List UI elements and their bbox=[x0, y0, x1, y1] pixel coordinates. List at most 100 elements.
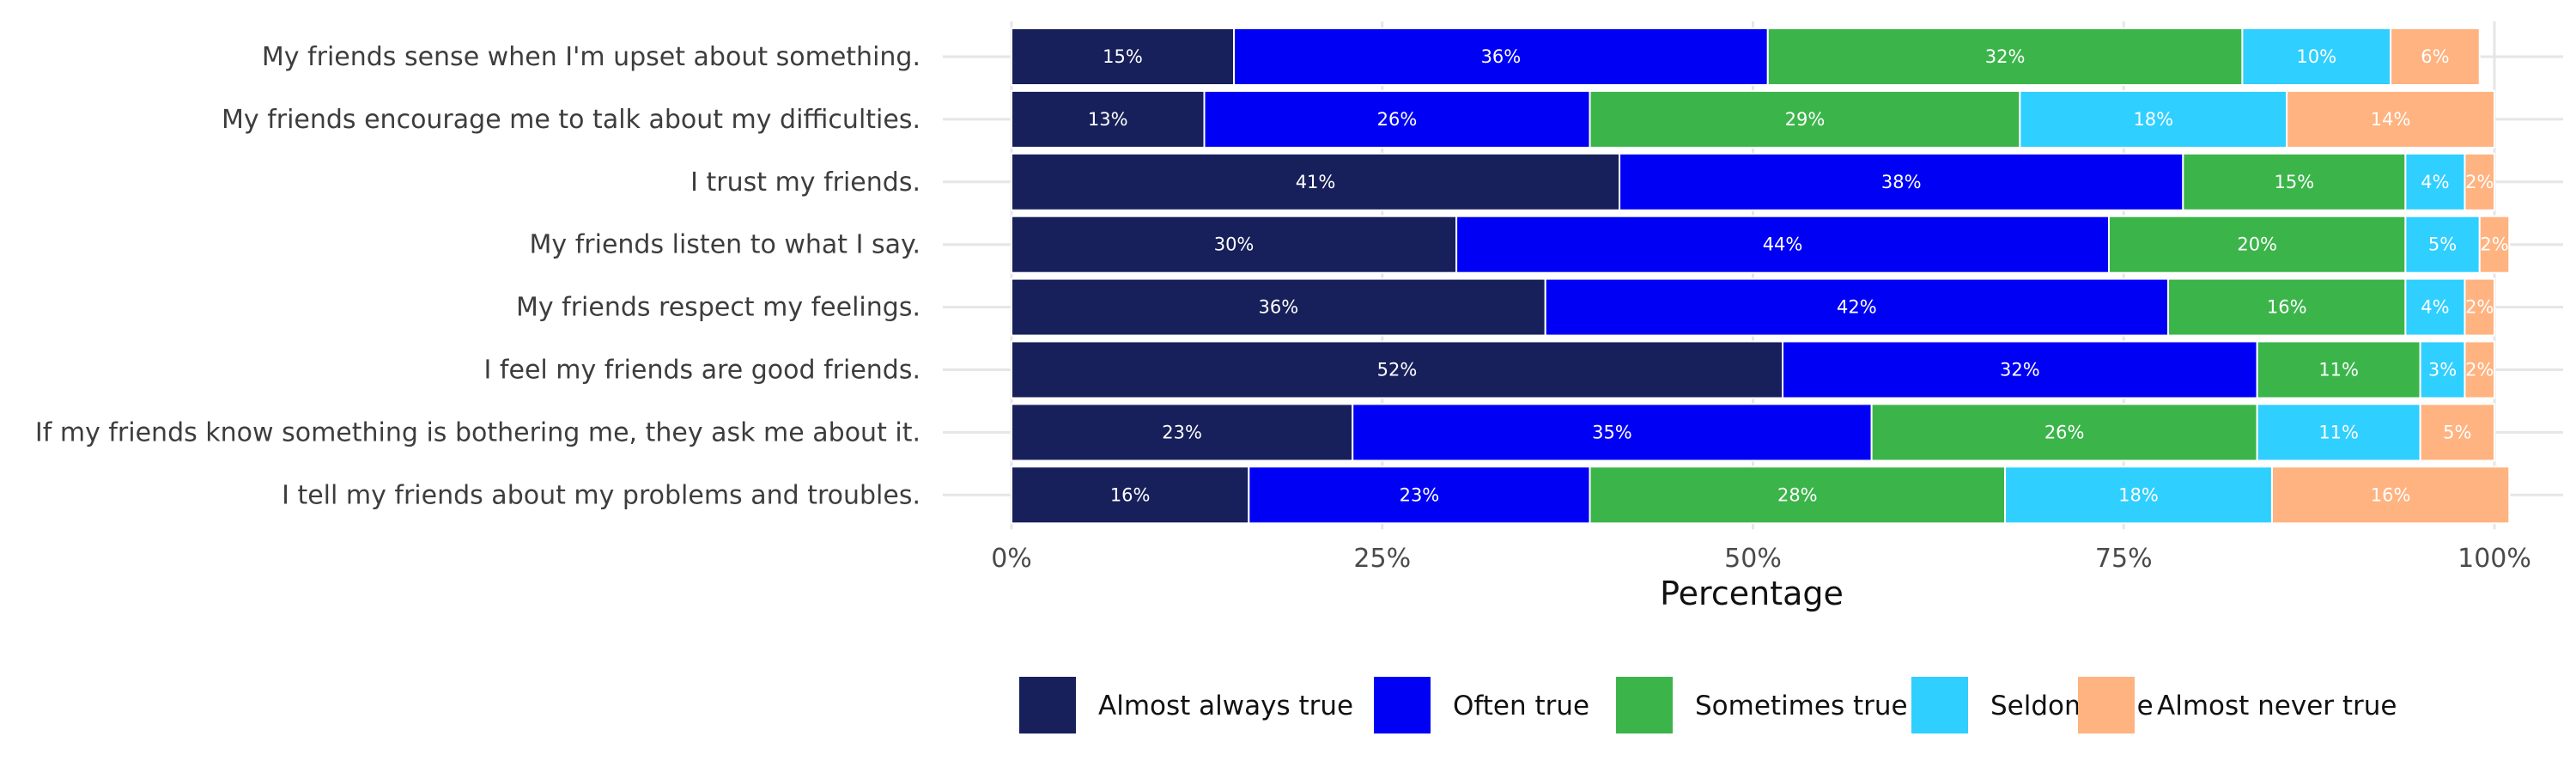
bar-value-label: 29% bbox=[1785, 109, 1826, 130]
bar-value-label: 14% bbox=[2371, 109, 2411, 130]
bar-value-label: 42% bbox=[1837, 297, 1877, 318]
bar-value-label: 26% bbox=[1377, 109, 1418, 130]
bar-segment bbox=[2464, 152, 2495, 211]
x-axis-title: Percentage bbox=[1660, 575, 1844, 612]
bar-segment bbox=[2182, 152, 2407, 211]
bar-segment bbox=[1011, 152, 1621, 211]
bar-value-label: 5% bbox=[2443, 422, 2471, 442]
bar-segment bbox=[1203, 89, 1591, 149]
bar-value-label: 4% bbox=[2421, 172, 2449, 192]
bar-value-label: 18% bbox=[2133, 109, 2173, 130]
bar-segment bbox=[2404, 277, 2466, 337]
bar-value-label: 15% bbox=[2275, 172, 2315, 192]
bar-segment bbox=[1870, 403, 2258, 462]
bar-value-label: 23% bbox=[1162, 422, 1202, 442]
bar-value-label: 16% bbox=[2371, 484, 2411, 505]
x-axis-ticks: 0% 25% 50% 75% 100% bbox=[991, 544, 2531, 574]
x-tick-label: 50% bbox=[1724, 544, 1782, 574]
bar-segment bbox=[1011, 215, 1458, 274]
legend-swatch bbox=[1616, 677, 1673, 733]
legend-swatch bbox=[1911, 677, 1968, 733]
bar-value-label: 18% bbox=[2118, 484, 2159, 505]
x-tick-label: 100% bbox=[2458, 544, 2531, 574]
bar-value-label: 32% bbox=[1985, 46, 2026, 67]
category-label: If my friends know something is botherin… bbox=[35, 417, 920, 447]
x-tick-label: 25% bbox=[1353, 544, 1411, 574]
category-label: My friends sense when I'm upset about so… bbox=[262, 42, 920, 72]
bar-value-label: 38% bbox=[1881, 172, 1922, 192]
bar-value-label: 6% bbox=[2421, 46, 2449, 67]
category-label: My friends respect my feelings. bbox=[516, 293, 920, 323]
bar-value-label: 30% bbox=[1214, 234, 1255, 255]
bar-value-label: 41% bbox=[1296, 172, 1336, 192]
bar-value-label: 5% bbox=[2428, 234, 2457, 255]
bar-segment bbox=[1011, 403, 1354, 462]
bar-segment bbox=[2464, 340, 2495, 399]
bar-segment bbox=[2404, 215, 2481, 274]
bar-segment bbox=[1589, 466, 2007, 525]
legend: Almost always true Often true Sometimes tr… bbox=[1019, 677, 2397, 733]
bar-value-label: 16% bbox=[1110, 484, 1151, 505]
legend-swatch bbox=[1019, 677, 1076, 733]
bar-segment bbox=[1011, 340, 1784, 399]
category-label: I trust my friends. bbox=[690, 167, 920, 198]
bar-segment bbox=[2004, 466, 2273, 525]
bar-segment bbox=[1233, 27, 1769, 86]
bar-segment bbox=[1544, 277, 2170, 337]
bar-segment bbox=[1248, 466, 1591, 525]
legend-label: Almost never true bbox=[2157, 691, 2397, 721]
x-tick-label: 75% bbox=[2095, 544, 2153, 574]
bar-value-label: 2% bbox=[2465, 297, 2494, 318]
bar-segment bbox=[2256, 340, 2421, 399]
bar-segment bbox=[2419, 403, 2495, 462]
bar-segment bbox=[2286, 89, 2495, 149]
legend-label: Almost always true bbox=[1098, 691, 1353, 721]
bar-value-label: 2% bbox=[2480, 234, 2508, 255]
bar-segment bbox=[2404, 152, 2466, 211]
bar-value-label: 4% bbox=[2421, 297, 2449, 318]
category-labels: My friends sense when I'm upset about so… bbox=[35, 42, 920, 510]
bar-segment bbox=[2390, 27, 2481, 86]
bar-value-label: 10% bbox=[2296, 46, 2336, 67]
bar-value-label: 2% bbox=[2465, 360, 2494, 380]
bar-value-label: 20% bbox=[2237, 234, 2277, 255]
bar-value-label: 13% bbox=[1088, 109, 1128, 130]
bar-segment bbox=[1352, 403, 1873, 462]
category-label: My friends encourage me to talk about my… bbox=[222, 105, 920, 135]
bar-value-label: 32% bbox=[2000, 360, 2040, 380]
bar-segment bbox=[2464, 277, 2495, 337]
bar-segment bbox=[2241, 27, 2392, 86]
bar-value-label: 11% bbox=[2318, 422, 2359, 442]
bar-value-label: 15% bbox=[1103, 46, 1143, 67]
bar-value-label: 44% bbox=[1763, 234, 1803, 255]
bars: 15% 36% 32% 10% 6% 13% 26% 29% 18% 14% 41% 38% 15% 4%… bbox=[1011, 27, 2511, 525]
bar-segment bbox=[2256, 403, 2421, 462]
category-label: My friends listen to what I say. bbox=[530, 230, 920, 260]
bar-value-label: 28% bbox=[1777, 484, 1818, 505]
bar-value-label: 3% bbox=[2428, 360, 2457, 380]
bar-segment bbox=[1011, 89, 1206, 149]
bar-value-label: 26% bbox=[2044, 422, 2085, 442]
legend-label: Sometimes true bbox=[1695, 691, 1908, 721]
bar-segment bbox=[2019, 89, 2288, 149]
bar-value-label: 52% bbox=[1377, 360, 1418, 380]
bar-value-label: 23% bbox=[1400, 484, 1440, 505]
bar-segment bbox=[1766, 27, 2244, 86]
bar-segment bbox=[1455, 215, 2110, 274]
bar-value-label: 35% bbox=[1592, 422, 1632, 442]
category-label: I feel my friends are good friends. bbox=[484, 356, 920, 386]
legend-swatch bbox=[1374, 677, 1431, 733]
bar-value-label: 2% bbox=[2465, 172, 2494, 192]
bar-value-label: 11% bbox=[2318, 360, 2359, 380]
bar-value-label: 36% bbox=[1481, 46, 1522, 67]
legend-swatch bbox=[2078, 677, 2135, 733]
bar-segment bbox=[2478, 215, 2511, 274]
category-label: I tell my friends about my problems and … bbox=[282, 480, 920, 510]
x-tick-label: 0% bbox=[991, 544, 1032, 574]
bar-value-label: 16% bbox=[2267, 297, 2307, 318]
legend-label: Often true bbox=[1453, 691, 1589, 721]
bar-segment bbox=[1011, 466, 1250, 525]
bar-segment bbox=[2270, 466, 2511, 525]
